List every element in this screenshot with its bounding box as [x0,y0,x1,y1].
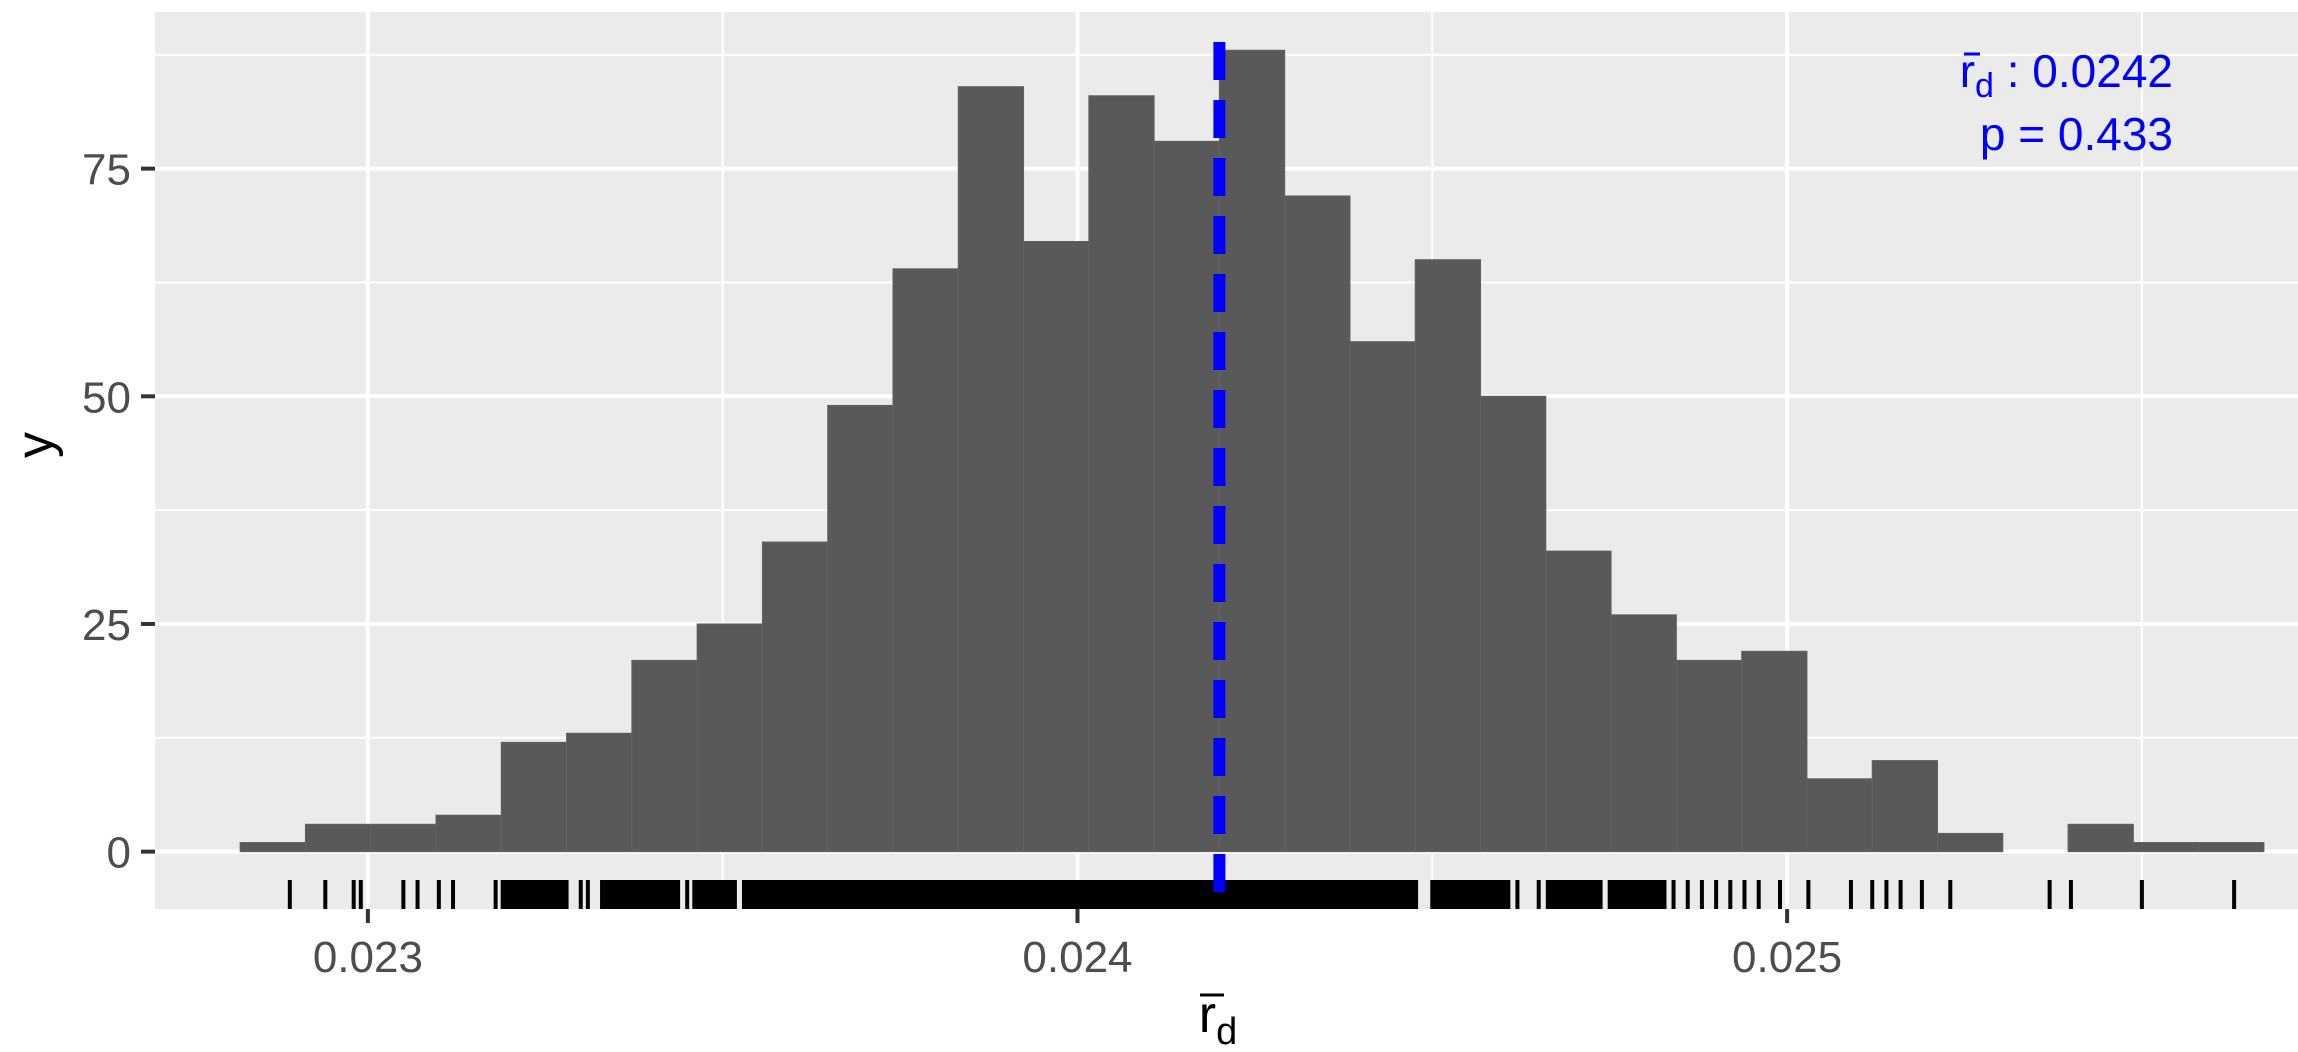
histogram-bar [566,732,633,853]
histogram-bar [435,814,502,853]
rug-marks [287,880,2237,909]
histogram-bar [2067,823,2134,853]
x-axis-title-main: r [1199,986,1216,1044]
rug-dense-region [743,880,1419,909]
histogram-bar [2132,842,2200,853]
histogram-bar [1153,140,1220,853]
histogram-bar [1480,395,1547,853]
histogram-bar [957,86,1025,853]
histogram-bar [1610,614,1677,853]
y-tick-label: 50 [82,373,131,422]
histogram-bar [1414,259,1482,853]
histogram-bar [304,823,372,853]
histogram-bar [1088,95,1155,853]
x-axis-title-sub: d [1216,1011,1237,1052]
rug-dense-region [602,880,681,909]
y-tick-label: 75 [82,146,131,195]
annotation-mean-value: : 0.0242 [1994,45,2173,97]
histogram-bars [239,49,2265,853]
histogram-bar [827,404,894,853]
histogram-bar [1284,195,1351,853]
histogram-bar [370,823,437,853]
histogram-bar [1218,49,1286,853]
x-tick-label: 0.023 [313,933,423,982]
annotation-mean-sub: d [1975,67,1994,105]
annotation-mean: rd : 0.0242 [1960,45,2173,105]
histogram-bar [696,623,763,853]
svg-text:rd : 0.0242: rd : 0.0242 [1960,45,2173,105]
histogram-bar [892,268,959,853]
svg-text:rd: rd [1199,986,1237,1052]
rug-dense-region [1609,880,1667,909]
histogram-bar [1806,778,1873,853]
histogram-bar [1741,650,1808,853]
x-tick-label: 0.025 [1732,933,1842,982]
histogram-bar [2198,842,2265,853]
rug-dense-region [502,880,567,909]
rug-dense-region [1432,880,1511,909]
x-axis-title: rd [1199,986,1237,1052]
annotation: rd : 0.0242 p = 0.433 [1960,45,2173,160]
x-axis: 0.023 0.024 0.025 [313,909,1842,982]
histogram-bar [1023,240,1090,853]
rug-dense-region [694,880,737,909]
y-tick-label: 25 [82,601,131,650]
y-tick-label: 0 [107,829,131,878]
histogram-bar [631,659,698,853]
x-tick-label: 0.024 [1022,933,1132,982]
histogram-bar [500,741,568,853]
histogram-bar [1349,341,1416,853]
y-axis-title: y [6,432,64,458]
y-axis: 0 25 50 75 [82,146,155,878]
histogram-bar [761,541,829,853]
histogram-bar [1545,550,1612,853]
histogram-bar [1675,659,1743,853]
histogram-bar [239,842,306,853]
annotation-mean-symbol: r [1960,45,1975,97]
histogram-bar [1871,760,1939,853]
histogram-bar [1937,832,2004,853]
annotation-p-value: p = 0.433 [1980,108,2173,160]
